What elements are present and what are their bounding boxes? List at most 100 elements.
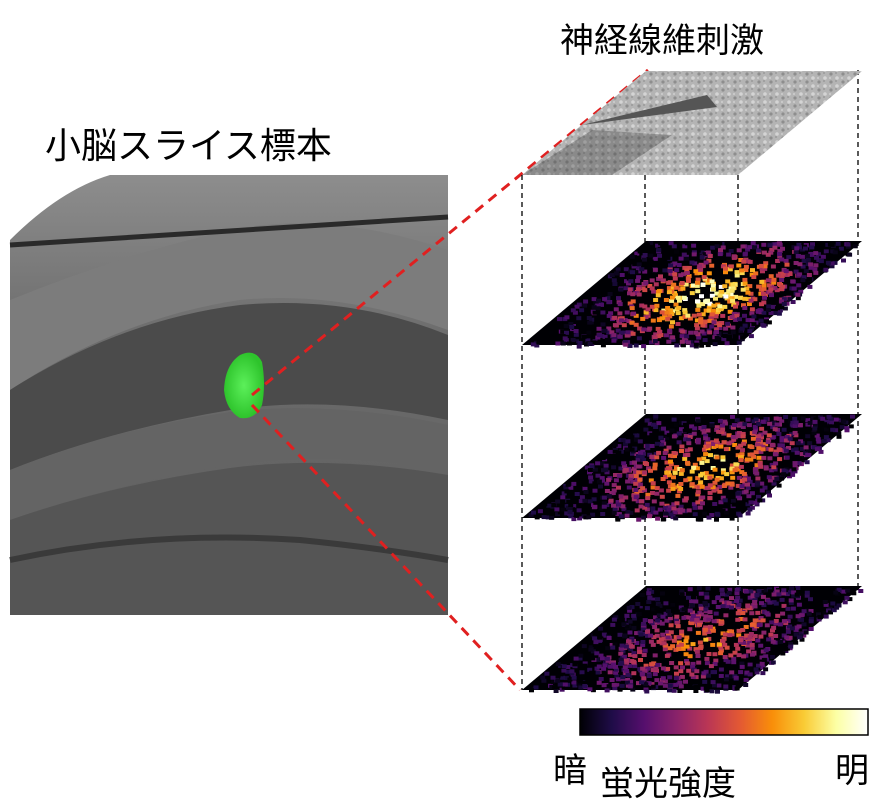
heat-pixel: [654, 304, 659, 308]
heat-pixel: [749, 299, 754, 303]
heat-pixel: [676, 306, 681, 310]
heat-pixel: [624, 669, 629, 673]
heat-pixel: [588, 342, 593, 346]
heat-pixel: [582, 499, 587, 503]
heat-pixel: [796, 243, 801, 247]
heat-pixel: [551, 503, 556, 507]
heat-pixel: [719, 674, 724, 678]
heat-pixel: [661, 278, 666, 282]
heat-pixel: [771, 265, 776, 269]
heat-pixel: [716, 605, 721, 609]
heat-pixel: [755, 482, 760, 486]
heat-pixel: [637, 650, 642, 654]
heat-pixel: [753, 618, 758, 622]
heat-pixel: [771, 640, 776, 644]
heat-pixel: [735, 492, 740, 496]
heat-pixel: [669, 661, 674, 665]
heat-pixel: [802, 622, 807, 626]
heat-pixel: [711, 417, 716, 421]
heat-pixel: [704, 592, 709, 596]
heat-pixel: [641, 516, 646, 520]
heat-pixel: [640, 593, 645, 597]
heat-pixel: [699, 294, 704, 298]
heat-pixel: [668, 263, 673, 267]
heat-pixel: [728, 653, 733, 657]
heat-pixel: [641, 327, 646, 331]
heat-pixel: [570, 489, 575, 493]
heat-pixel: [695, 281, 700, 285]
heat-pixel: [631, 660, 636, 664]
heat-pixel: [792, 287, 797, 291]
heat-pixel: [624, 659, 629, 663]
heat-pixel: [712, 320, 717, 324]
heat-pixel: [642, 288, 647, 292]
heat-pixel: [557, 323, 562, 327]
heat-pixel: [730, 476, 735, 480]
heat-pixel: [718, 651, 723, 655]
heat-pixel: [639, 267, 644, 271]
heat-pixel: [677, 432, 682, 436]
heat-pixel: [717, 323, 722, 327]
heat-pixel: [777, 484, 782, 488]
heat-pixel: [702, 275, 707, 279]
heat-pixel: [734, 599, 739, 603]
heat-pixel: [607, 631, 612, 635]
heat-pixel: [673, 277, 678, 281]
heat-pixel: [771, 465, 776, 469]
heat-pixel: [754, 450, 759, 454]
heat-pixel: [654, 455, 659, 459]
heat-pixel: [697, 586, 702, 590]
heat-pixel: [670, 320, 675, 324]
heat-pixel: [766, 637, 771, 641]
heat-pixel: [643, 428, 648, 432]
heat-pixel: [720, 592, 725, 596]
heat-pixel: [627, 606, 632, 610]
heat-pixel: [596, 299, 601, 303]
heat-pixel: [650, 506, 655, 510]
heat-pixel: [723, 327, 728, 331]
heat-pixel: [634, 495, 639, 499]
heat-pixel: [748, 666, 753, 670]
heat-pixel: [689, 673, 694, 677]
heat-pixel: [677, 681, 682, 685]
heat-pixel: [705, 688, 710, 692]
heat-pixel: [590, 656, 595, 660]
heat-pixel: [595, 510, 600, 514]
heat-pixel: [699, 607, 704, 611]
heat-pixel: [587, 316, 592, 320]
heat-pixel: [711, 670, 716, 674]
heat-pixel: [844, 596, 849, 600]
heat-pixel: [572, 676, 577, 680]
heat-pixel: [696, 419, 701, 423]
heat-pixel: [759, 280, 764, 284]
heat-pixel: [561, 342, 566, 346]
heat-pixel: [628, 287, 633, 291]
heat-pixel: [731, 435, 736, 439]
heat-pixel: [812, 427, 817, 431]
heat-pixel: [644, 690, 649, 694]
heat-pixel: [543, 511, 548, 515]
heat-pixel: [723, 295, 728, 299]
heat-pixel: [551, 669, 556, 673]
heat-pixel: [672, 689, 677, 693]
heat-pixel: [725, 322, 730, 326]
heat-pixel: [693, 512, 698, 516]
heat-pixel: [766, 308, 771, 312]
heat-pixel: [680, 468, 685, 472]
heat-pixel: [755, 639, 760, 643]
heat-pixel: [549, 516, 554, 520]
heat-pixel: [652, 499, 657, 503]
heat-pixel: [841, 252, 846, 256]
heat-pixel: [636, 275, 641, 279]
panel-fluorescence-1: [522, 241, 862, 349]
heat-pixel: [673, 471, 678, 475]
heat-pixel: [741, 245, 746, 249]
heat-pixel: [636, 465, 641, 469]
heat-pixel: [687, 627, 692, 631]
heat-pixel: [574, 329, 579, 333]
heat-pixel: [712, 652, 717, 656]
heat-pixel: [657, 330, 662, 334]
heat-pixel: [776, 274, 781, 278]
heat-pixel: [740, 336, 745, 340]
heat-pixel: [624, 645, 629, 649]
